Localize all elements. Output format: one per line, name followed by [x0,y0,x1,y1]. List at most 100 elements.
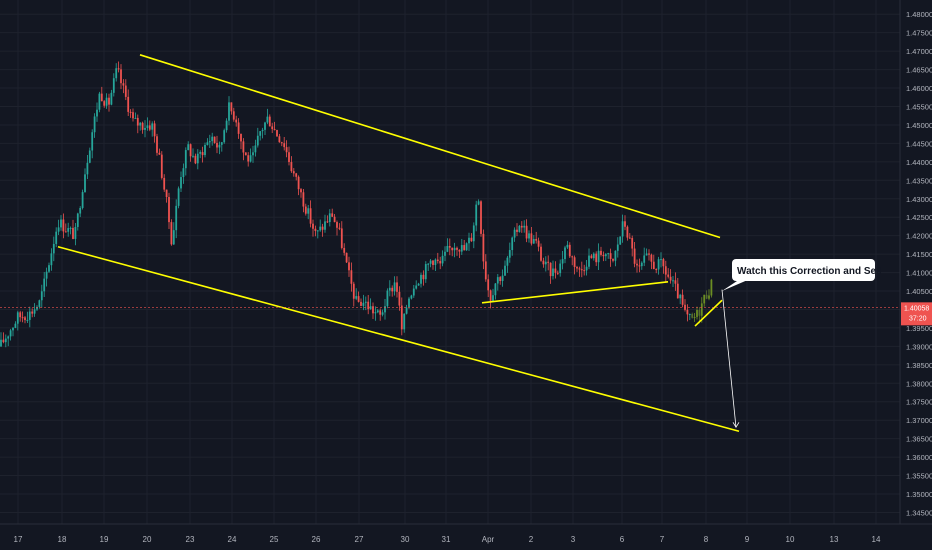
candle-body [360,301,362,306]
candle-body [652,261,655,270]
price-tick-label: 1.36500 [906,435,932,444]
candle-body [674,280,677,284]
candle-body [4,338,7,343]
candle-body [338,227,341,229]
candle-body [532,239,535,244]
candle-body [417,283,420,286]
forecast-line [721,289,737,428]
candle-body [655,269,658,271]
candle-body [590,255,593,259]
candle-body [403,313,406,330]
candle-body [100,93,103,102]
trendline-correction-line[interactable] [694,299,723,327]
candle-body [242,141,245,153]
candle-body [465,243,468,251]
candle-body [597,250,600,263]
candle-body [648,253,650,255]
time-tick-label: 24 [228,535,237,544]
candle-body [501,275,504,282]
candle-body [40,291,43,301]
candle-body [446,245,449,252]
candle-body [64,231,67,233]
annotation-callout[interactable]: Watch this Correction and Sell [722,259,882,291]
trendline-channel-lower[interactable] [57,245,740,433]
candle-body [441,255,444,264]
time-tick-label: 19 [100,535,109,544]
current-price-countdown: 37:20 [909,315,927,322]
candle-body [544,261,547,265]
candle-body [321,226,324,230]
time-tick-label: 20 [143,535,152,544]
candle-body [148,125,151,130]
candle-body [79,207,82,214]
candle-body [249,155,252,162]
price-tick-label: 1.42000 [906,232,932,241]
candle-body [412,288,415,296]
candlestick-series [0,61,713,348]
candle-body [110,92,113,105]
price-tick-label: 1.46000 [906,84,932,93]
candle-body [489,290,492,301]
candle-body [492,295,494,301]
candle-body [132,112,134,119]
candle-body [254,145,257,153]
candle-body [530,233,533,244]
time-tick-label: 31 [442,535,451,544]
callout-pointer [722,279,750,291]
candle-body [165,189,168,198]
time-tick-label: 18 [58,535,67,544]
price-tick-label: 1.41500 [906,250,932,259]
price-tick-label: 1.43500 [906,176,932,185]
candle-body [657,259,660,270]
price-axis[interactable]: 1.48000 1.47500 1.47000 1.46500 1.46000 1.455… [906,10,932,517]
candle-body [180,177,182,189]
candle-body [444,251,446,256]
candle-body [357,296,360,302]
candle-body [645,253,648,256]
trendline-triangle-support[interactable] [481,281,669,304]
grid [0,0,900,524]
candle-body [379,310,382,315]
candle-body [292,171,295,174]
time-axis[interactable]: 17 18 19 20 23 24 25 26 27 30 31 Apr 2 3 6 7 8 9 10 13 14 [14,535,881,544]
candle-body [556,272,559,274]
candle-body [307,208,310,214]
candle-body [31,311,34,314]
candle-body [391,287,394,292]
candle-body [396,282,398,292]
candle-body [273,129,276,131]
candle-body [24,317,26,321]
candle-body [7,336,10,339]
candle-body [309,208,312,224]
candle-body [280,142,283,144]
candle-body [336,222,338,228]
candle-body [386,290,389,307]
candle-body [189,144,192,157]
candle-body [619,236,622,245]
candle-body [535,239,538,241]
candle-body [698,310,701,316]
candle-body [187,144,190,151]
candle-body [568,244,571,257]
price-tick-label: 1.47500 [906,29,932,38]
candle-body [91,132,94,151]
candle-body [372,306,374,314]
candle-body [266,116,269,123]
candle-body [595,253,598,263]
candle-body [691,313,694,318]
current-price-tag-bg [901,302,932,326]
candle-body [244,152,247,156]
candle-body [98,93,101,110]
time-tick-label: 6 [620,535,625,544]
candle-body [139,122,142,126]
candle-body [36,306,38,310]
candle-body [290,162,293,172]
time-tick-label: 10 [786,535,795,544]
candle-body [640,262,643,267]
price-tick-label: 1.39000 [906,342,932,351]
trendline-channel-upper[interactable] [139,54,721,239]
candle-body [679,294,682,299]
candle-body [427,263,430,265]
candle-body [331,213,334,217]
